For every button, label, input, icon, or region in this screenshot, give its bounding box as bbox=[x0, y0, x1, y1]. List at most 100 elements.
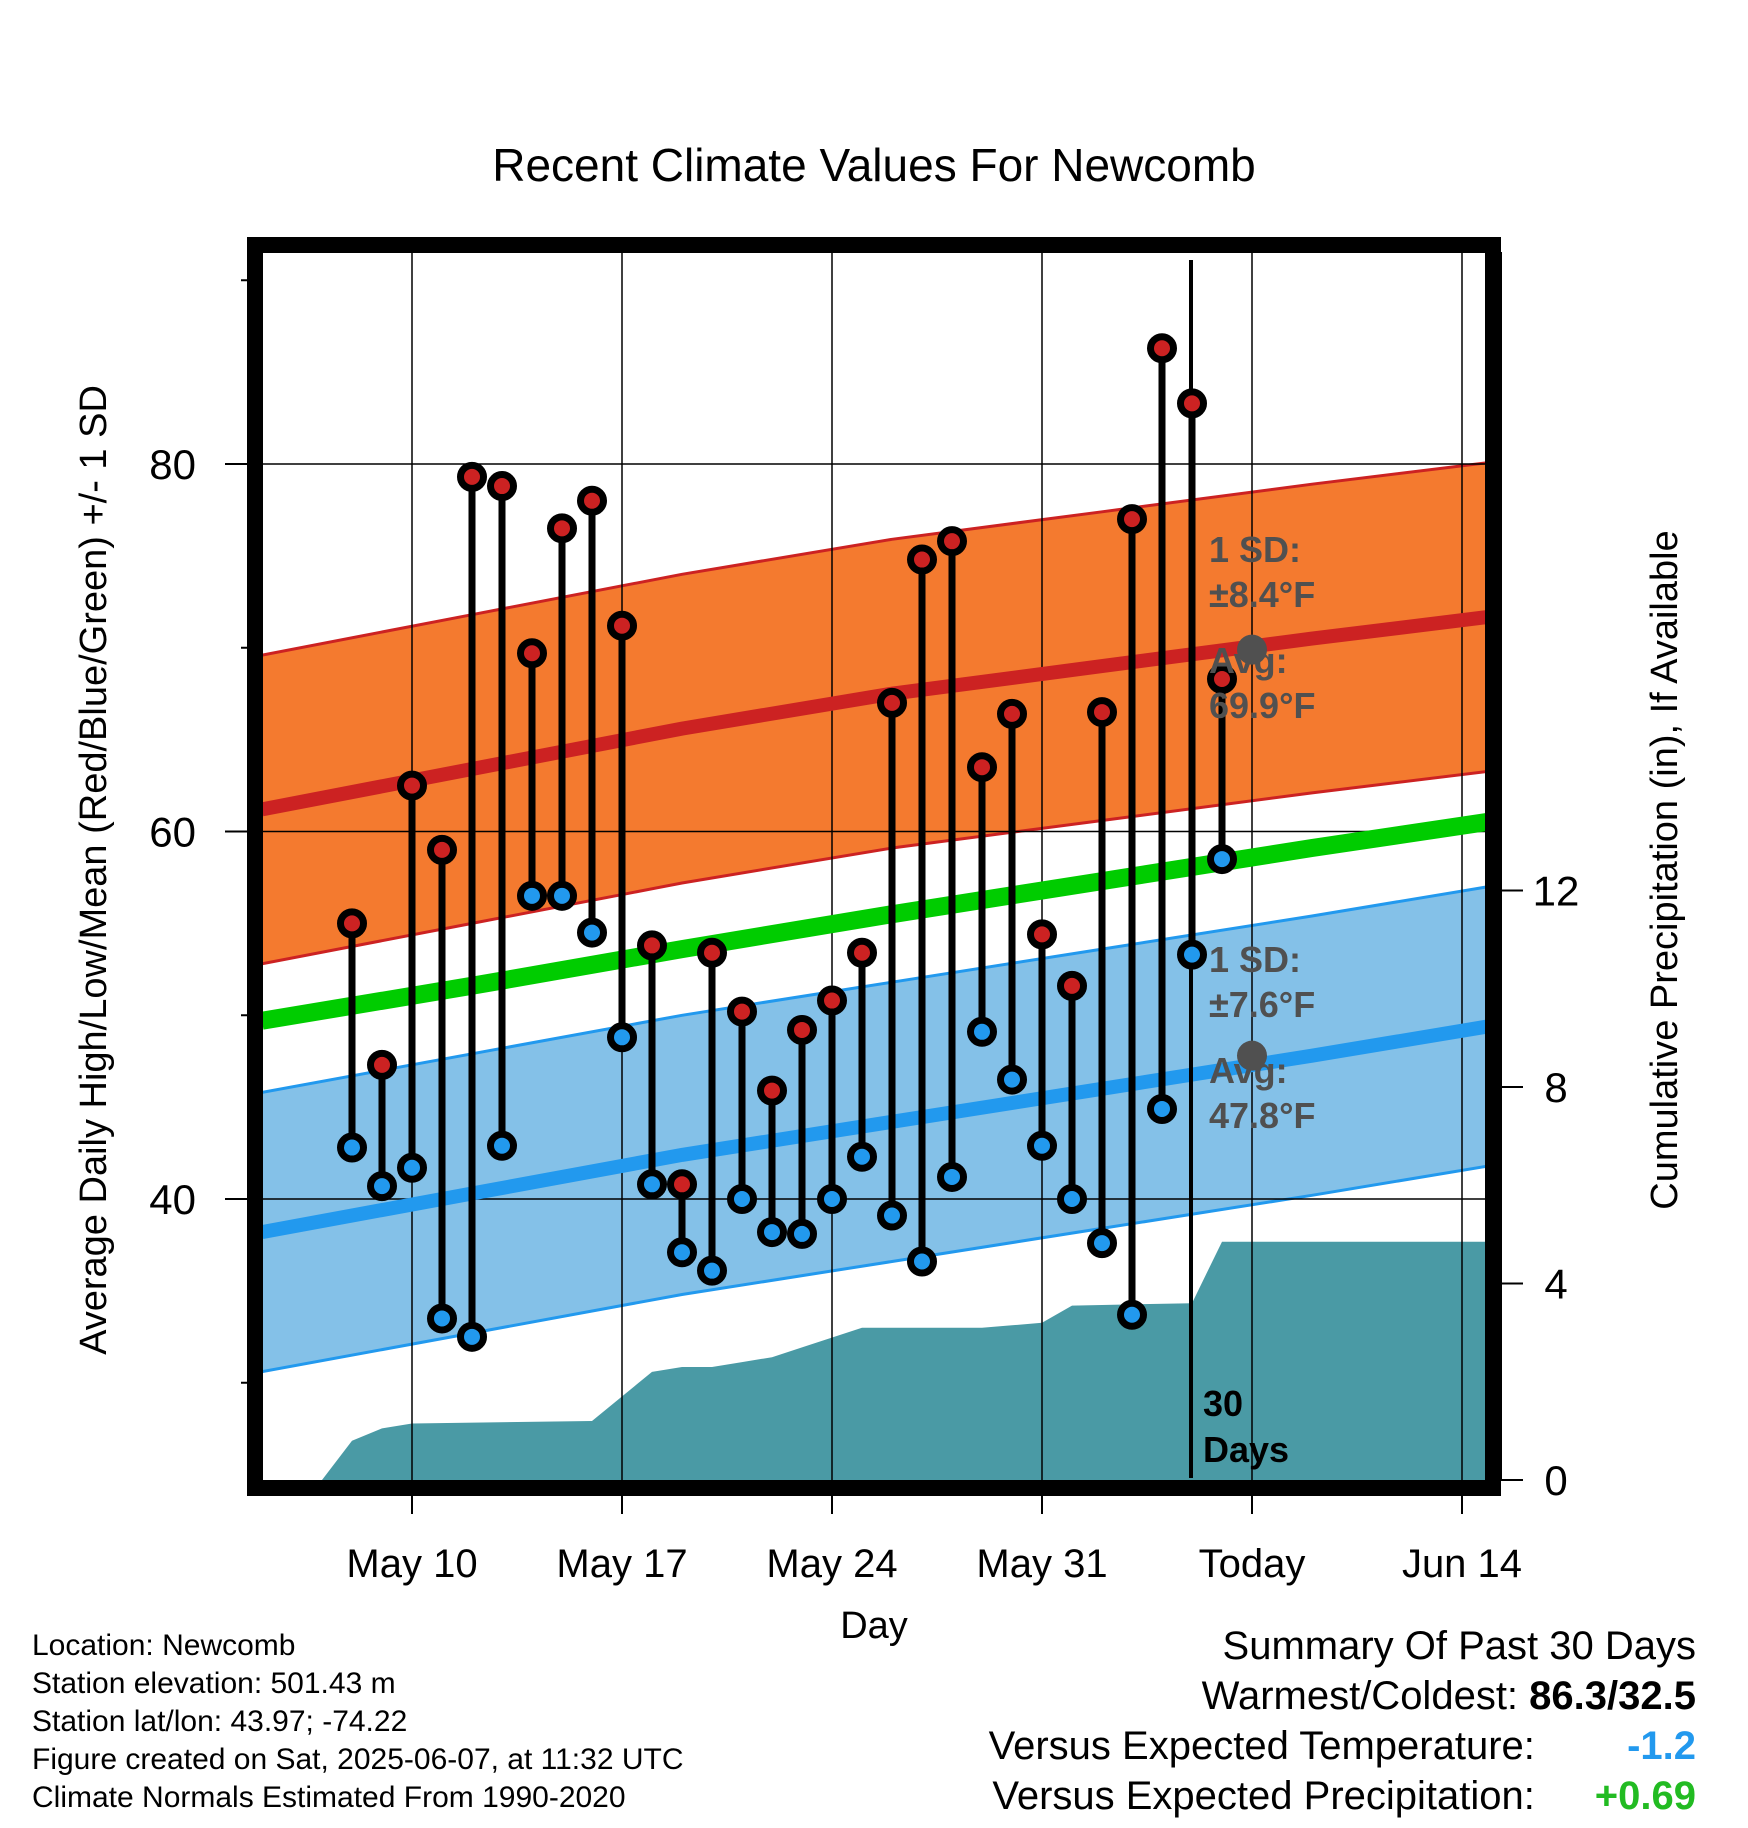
obs-low-point bbox=[637, 1169, 667, 1200]
obs-high-point bbox=[1087, 697, 1117, 728]
high-sd-band bbox=[262, 462, 1486, 964]
daily-observations bbox=[337, 333, 1237, 1352]
precip-area bbox=[322, 1241, 1486, 1480]
obs-high-point bbox=[787, 1014, 817, 1045]
normals-text: Climate Normals Estimated From 1990-2020 bbox=[32, 1781, 626, 1814]
low-normal-line bbox=[262, 1019, 1486, 1239]
obs-low-point bbox=[1177, 939, 1207, 970]
grid-lines bbox=[262, 252, 1486, 1481]
summary-precip: Versus Expected Precipitation: +0.69 bbox=[989, 1771, 1696, 1821]
created-text: Figure created on Sat, 2025-06-07, at 11… bbox=[32, 1743, 684, 1776]
obs-high-point bbox=[817, 985, 847, 1016]
high-avg-label: Avg: bbox=[1209, 640, 1288, 681]
obs-high-point bbox=[547, 513, 577, 544]
obs-high-point bbox=[457, 461, 487, 492]
obs-high-point bbox=[1147, 333, 1177, 364]
x-tick-label: May 31 bbox=[976, 1542, 1107, 1586]
obs-low-point bbox=[1147, 1093, 1177, 1124]
obs-low-point bbox=[577, 917, 607, 948]
window-number: 30 bbox=[1203, 1383, 1243, 1424]
obs-low-point bbox=[1207, 844, 1237, 875]
station-info: Location: Newcomb Station elevation: 501… bbox=[32, 1627, 684, 1817]
obs-low-point bbox=[1057, 1184, 1087, 1214]
summary-temp: Versus Expected Temperature: -1.2 bbox=[989, 1721, 1696, 1771]
today-average-markers bbox=[1237, 634, 1267, 1071]
high-sd-band-upper-edge bbox=[262, 461, 1486, 657]
obs-low-point bbox=[697, 1255, 727, 1286]
obs-high-point bbox=[337, 908, 367, 939]
window-unit: Days bbox=[1203, 1429, 1289, 1470]
x-axis-ticks: May 10 May 17 May 24 May 31 Today Jun 14 bbox=[346, 1496, 1522, 1586]
obs-low-point bbox=[667, 1237, 697, 1268]
high-avg-value: 69.9°F bbox=[1209, 685, 1315, 726]
obs-low-point bbox=[727, 1184, 757, 1214]
obs-low-point bbox=[937, 1161, 967, 1192]
right-axis-ticks: 0 4 8 12 bbox=[1500, 252, 1580, 1504]
obs-high-point bbox=[877, 687, 907, 718]
y2-tick-label: 8 bbox=[1544, 1064, 1567, 1111]
obs-low-point bbox=[1087, 1228, 1117, 1259]
warm-cold-label: Warmest/Coldest: bbox=[1201, 1674, 1519, 1718]
left-axis-label: Average Daily High/Low/Mean (Red/Blue/Gr… bbox=[73, 385, 115, 1355]
obs-low-point bbox=[1027, 1130, 1057, 1161]
obs-high-point bbox=[997, 698, 1027, 729]
obs-high-point bbox=[967, 752, 997, 783]
low-avg-label: Avg: bbox=[1209, 1050, 1288, 1091]
x-tick-label: Jun 14 bbox=[1402, 1542, 1522, 1586]
obs-high-point bbox=[1117, 504, 1147, 535]
temp-anomaly-value: -1.2 bbox=[1627, 1724, 1696, 1768]
obs-high-point bbox=[697, 937, 727, 968]
obs-high-point bbox=[1177, 388, 1207, 419]
obs-low-point bbox=[787, 1218, 817, 1249]
obs-high-point bbox=[727, 996, 757, 1027]
obs-high-point bbox=[607, 610, 637, 641]
precip-anomaly-label: Versus Expected Precipitation: bbox=[992, 1774, 1535, 1818]
y2-tick-label: 12 bbox=[1533, 868, 1580, 915]
summary-warm-cold: Warmest/Coldest: 86.3/32.5 bbox=[989, 1671, 1696, 1721]
x-axis-label: Day bbox=[840, 1605, 908, 1647]
obs-low-point bbox=[847, 1141, 877, 1172]
obs-low-point bbox=[997, 1064, 1027, 1095]
high-annotation: 1 SD: ±8.4°F Avg: 69.9°F bbox=[1209, 529, 1315, 726]
elevation-text: Station elevation: 501.43 m bbox=[32, 1667, 396, 1700]
y2-tick-label: 4 bbox=[1544, 1261, 1567, 1308]
low-sd-band-upper-edge bbox=[262, 885, 1486, 1094]
normal-lines bbox=[262, 610, 1486, 1239]
obs-low-point bbox=[907, 1246, 937, 1277]
mean-normal-line bbox=[262, 813, 1486, 1030]
high-sd-value: ±8.4°F bbox=[1209, 574, 1315, 615]
obs-high-point bbox=[577, 485, 607, 516]
obs-high-point bbox=[1057, 970, 1087, 1001]
high-sd-label: 1 SD: bbox=[1209, 529, 1301, 570]
temp-anomaly-label: Versus Expected Temperature: bbox=[988, 1724, 1535, 1768]
chart-title: Recent Climate Values For Newcomb bbox=[492, 139, 1256, 191]
obs-low-point bbox=[487, 1130, 517, 1161]
obs-high-point bbox=[667, 1169, 697, 1200]
x-tick-label: May 24 bbox=[766, 1542, 897, 1586]
obs-low-point bbox=[817, 1184, 847, 1214]
obs-high-point bbox=[847, 937, 877, 968]
low-sd-band-lower-edge bbox=[262, 1164, 1486, 1374]
high-sd-band-lower-edge bbox=[262, 770, 1486, 966]
obs-high-point bbox=[637, 930, 667, 961]
obs-low-point bbox=[517, 880, 547, 911]
obs-high-point bbox=[427, 834, 457, 865]
obs-high-point bbox=[937, 526, 967, 557]
low-avg-marker bbox=[1237, 1040, 1267, 1071]
y-tick-label: 80 bbox=[149, 441, 196, 488]
obs-high-point bbox=[1027, 919, 1057, 950]
left-axis-ticks: 40 60 80 bbox=[149, 279, 247, 1384]
obs-low-point bbox=[367, 1171, 397, 1202]
high-normal-line bbox=[262, 610, 1486, 817]
right-axis-label: Cumulative Precipitation (in), If Availa… bbox=[1644, 530, 1686, 1209]
plot-frame bbox=[247, 237, 1501, 1496]
location-text: Location: Newcomb bbox=[32, 1629, 296, 1662]
obs-low-point bbox=[1117, 1299, 1147, 1330]
obs-low-point bbox=[337, 1132, 367, 1163]
obs-high-point bbox=[397, 770, 427, 801]
summary-panel: Summary Of Past 30 Days Warmest/Coldest:… bbox=[989, 1621, 1696, 1821]
obs-high-point bbox=[517, 638, 547, 669]
obs-low-point bbox=[547, 880, 577, 911]
precip-area-layer bbox=[322, 1241, 1486, 1480]
x-tick-label: Today bbox=[1199, 1542, 1306, 1586]
